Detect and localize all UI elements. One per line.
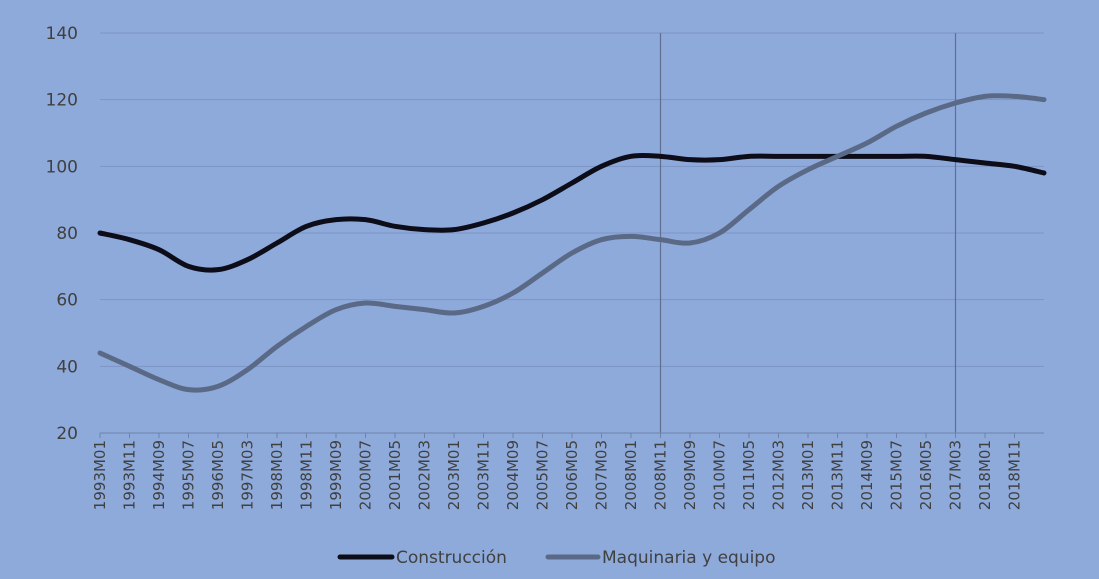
x-tick-label-2008M01: 2008M01 xyxy=(622,440,640,510)
x-tick-label-2010M07: 2010M07 xyxy=(711,440,729,510)
x-tick-label-2008M11: 2008M11 xyxy=(652,440,670,510)
x-tick-label-1994M09: 1994M09 xyxy=(150,440,168,510)
legend-label-maquinaria: Maquinaria y equipo xyxy=(602,548,776,568)
x-tick-label-2002M03: 2002M03 xyxy=(416,440,434,510)
vertical-markers xyxy=(659,33,957,433)
x-tick-label-1993M01: 1993M01 xyxy=(91,440,109,510)
x-tick-label-2005M07: 2005M07 xyxy=(534,440,552,510)
legend: Construcción Maquinaria y equipo xyxy=(337,548,776,568)
y-tick-label-100: 100 xyxy=(46,157,78,177)
x-tick-label-2000M07: 2000M07 xyxy=(357,440,375,510)
y-tick-label-20: 20 xyxy=(56,424,78,444)
y-tick-label-140: 140 xyxy=(46,24,78,44)
x-tick-label-2011M05: 2011M05 xyxy=(740,440,758,510)
gridlines xyxy=(100,32,1044,434)
x-tick-label-1993M11: 1993M11 xyxy=(121,440,139,510)
series-line-maquinaria xyxy=(97,93,1047,393)
x-tick-label-2003M11: 2003M11 xyxy=(475,440,493,510)
y-tick-label-80: 80 xyxy=(56,224,78,244)
x-tick-label-2013M11: 2013M11 xyxy=(829,440,847,510)
y-tick-label-60: 60 xyxy=(56,291,78,311)
x-tick-label-2004M09: 2004M09 xyxy=(504,440,522,510)
x-tick-label-2013M01: 2013M01 xyxy=(799,440,817,510)
x-tick-label-1996M05: 1996M05 xyxy=(209,440,227,510)
series-line-construccion xyxy=(97,152,1047,273)
x-tick-label-2014M09: 2014M09 xyxy=(858,440,876,510)
x-tick-label-2007M03: 2007M03 xyxy=(593,440,611,510)
x-tick-label-1995M07: 1995M07 xyxy=(180,440,198,510)
x-tick-label-2016M05: 2016M05 xyxy=(917,440,935,510)
series-lines xyxy=(97,93,1047,393)
x-tick-label-2001M05: 2001M05 xyxy=(386,440,404,510)
y-tick-label-120: 120 xyxy=(46,91,78,111)
x-tick-label-1998M11: 1998M11 xyxy=(298,440,316,510)
x-tick-label-2003M01: 2003M01 xyxy=(445,440,463,510)
x-tick-label-2015M07: 2015M07 xyxy=(888,440,906,510)
x-tick-label-2018M11: 2018M11 xyxy=(1006,440,1024,510)
y-tick-label-40: 40 xyxy=(56,357,78,377)
legend-label-construccion: Construcción xyxy=(396,548,507,568)
x-tick-label-2017M03: 2017M03 xyxy=(947,440,965,510)
x-tick-label-2006M05: 2006M05 xyxy=(563,440,581,510)
x-tick-label-1998M01: 1998M01 xyxy=(268,440,286,510)
x-tick-label-2012M03: 2012M03 xyxy=(770,440,788,510)
x-axis: 1993M01 1993M11 1994M09 1995M07 1996M05 1997M… xyxy=(91,432,1044,510)
y-axis: 20 40 60 80 100 120 140 xyxy=(46,24,78,444)
x-tick-label-2009M09: 2009M09 xyxy=(681,440,699,510)
x-tick-label-1997M03: 1997M03 xyxy=(239,440,257,510)
x-tick-label-2018M01: 2018M01 xyxy=(976,440,994,510)
x-tick-label-1999M09: 1999M09 xyxy=(327,440,345,510)
